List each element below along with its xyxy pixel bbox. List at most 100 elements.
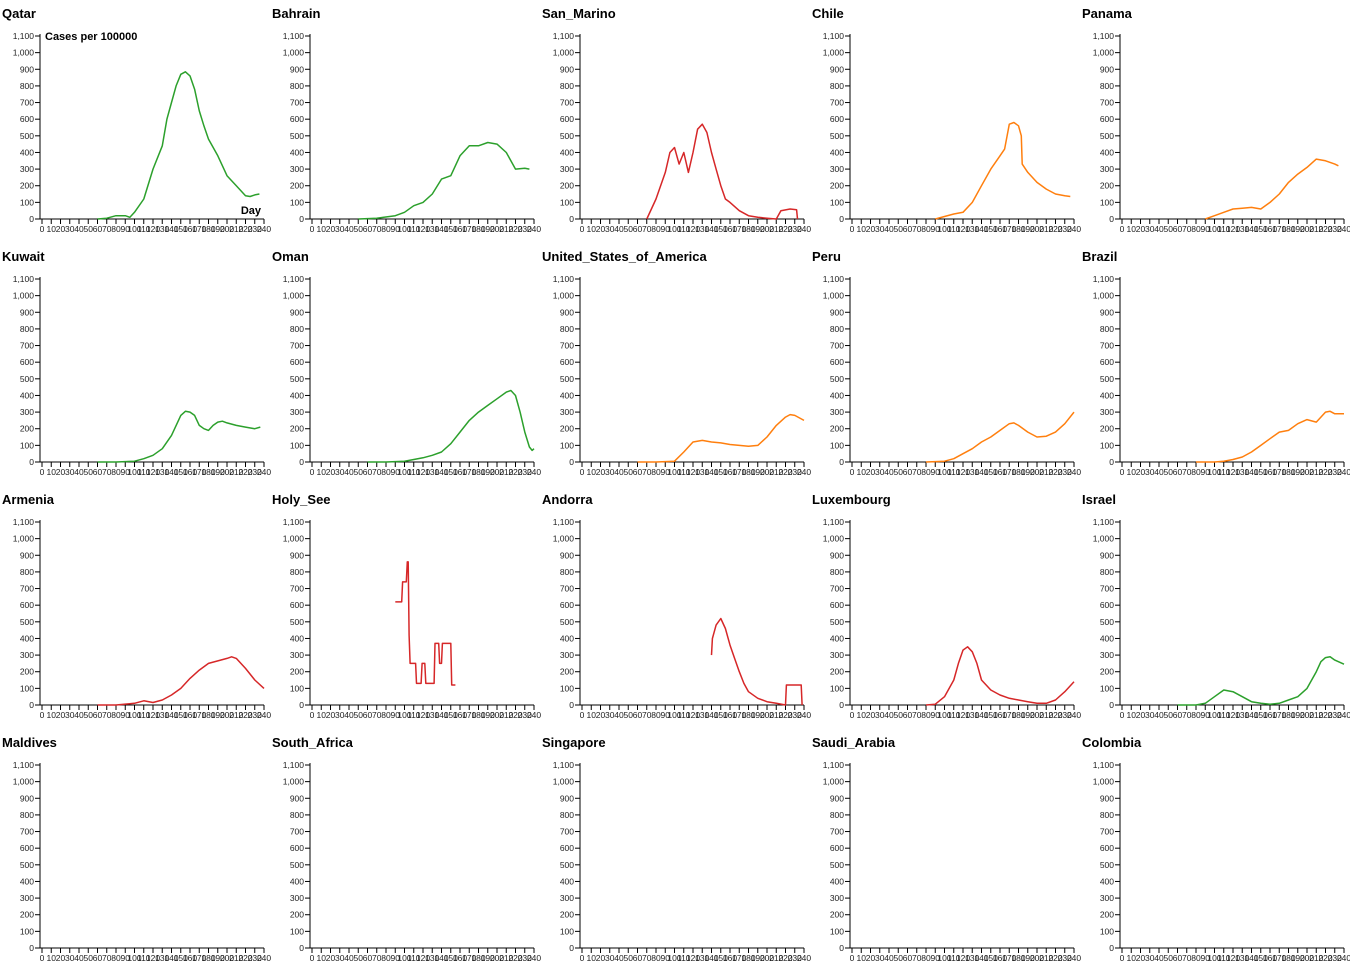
x-tick-label: 0 bbox=[580, 224, 585, 234]
y-tick-label: 1,000 bbox=[823, 534, 845, 544]
x-tick-label: 40 bbox=[1154, 224, 1164, 234]
x-tick-label: 140 bbox=[434, 467, 448, 477]
x-tick-label: 50 bbox=[84, 224, 94, 234]
x-tick-label: 60 bbox=[93, 710, 103, 720]
x-tick-label: 210 bbox=[229, 224, 243, 234]
x-tick-label: 230 bbox=[1058, 224, 1072, 234]
y-tick-label: 1,100 bbox=[553, 274, 575, 284]
x-tick-label: 130 bbox=[965, 224, 979, 234]
x-tick-label: 80 bbox=[651, 710, 661, 720]
x-tick-label: 0 bbox=[40, 224, 45, 234]
y-tick-label: 400 bbox=[560, 633, 574, 643]
x-tick-label: 80 bbox=[1191, 710, 1201, 720]
series-line bbox=[710, 617, 803, 706]
x-tick-label: 190 bbox=[481, 467, 495, 477]
x-tick-label: 30 bbox=[335, 467, 345, 477]
x-tick-label: 160 bbox=[723, 710, 737, 720]
x-tick-label: 120 bbox=[686, 710, 700, 720]
y-tick-label: 500 bbox=[830, 131, 844, 141]
x-tick-label: 40 bbox=[1154, 710, 1164, 720]
x-axis-title: Day bbox=[241, 205, 262, 217]
y-tick-label: 800 bbox=[560, 567, 574, 577]
x-tick-label: 40 bbox=[344, 467, 354, 477]
y-tick-label: 1,000 bbox=[1093, 534, 1115, 544]
x-tick-label: 150 bbox=[1254, 467, 1268, 477]
x-tick-label: 20 bbox=[866, 710, 876, 720]
y-tick-label: 0 bbox=[1109, 943, 1114, 953]
y-tick-label: 400 bbox=[20, 390, 34, 400]
x-tick-label: 180 bbox=[471, 224, 485, 234]
y-tick-label: 600 bbox=[290, 600, 304, 610]
x-tick-label: 10 bbox=[857, 710, 867, 720]
y-tick-label: 400 bbox=[1100, 876, 1114, 886]
y-tick-label: 800 bbox=[830, 324, 844, 334]
y-tick-label: 700 bbox=[560, 341, 574, 351]
x-tick-label: 240 bbox=[797, 224, 811, 234]
x-tick-label: 0 bbox=[310, 710, 315, 720]
x-tick-label: 10 bbox=[47, 224, 57, 234]
y-tick-label: 700 bbox=[1100, 98, 1114, 108]
x-tick-label: 30 bbox=[65, 710, 75, 720]
y-tick-label: 400 bbox=[290, 633, 304, 643]
y-tick-label: 0 bbox=[29, 943, 34, 953]
x-tick-label: 240 bbox=[257, 224, 271, 234]
panel-title: Chile bbox=[812, 6, 844, 21]
x-tick-label: 120 bbox=[956, 224, 970, 234]
y-tick-label: 800 bbox=[20, 324, 34, 334]
y-tick-label: 300 bbox=[830, 893, 844, 903]
x-tick-label: 70 bbox=[912, 710, 922, 720]
panel-title: Brazil bbox=[1082, 249, 1118, 264]
y-tick-label: 200 bbox=[1100, 424, 1114, 434]
x-tick-label: 210 bbox=[1039, 224, 1053, 234]
x-tick-label: 110 bbox=[947, 467, 961, 477]
x-tick-label: 90 bbox=[391, 224, 401, 234]
x-tick-label: 140 bbox=[434, 224, 448, 234]
y-tick-label: 0 bbox=[29, 700, 34, 710]
chart-panel-maldives: Maldives 0 100 200 300 400 500 600 700 800 900 1,00… bbox=[0, 729, 272, 972]
y-tick-label: 600 bbox=[20, 843, 34, 853]
x-tick-label: 90 bbox=[661, 710, 671, 720]
y-tick-label: 700 bbox=[560, 584, 574, 594]
y-tick-label: 1,100 bbox=[283, 31, 305, 41]
x-tick-label: 80 bbox=[1191, 467, 1201, 477]
y-tick-label: 900 bbox=[830, 307, 844, 317]
series-line bbox=[367, 389, 535, 463]
y-tick-label: 200 bbox=[830, 181, 844, 191]
x-tick-label: 10 bbox=[587, 467, 597, 477]
x-tick-label: 150 bbox=[174, 710, 188, 720]
x-tick-label: 0 bbox=[310, 467, 315, 477]
y-tick-label: 0 bbox=[299, 214, 304, 224]
y-tick-label: 400 bbox=[830, 147, 844, 157]
x-tick-label: 110 bbox=[947, 710, 961, 720]
x-tick-label: 150 bbox=[174, 467, 188, 477]
y-tick-label: 100 bbox=[560, 440, 574, 450]
x-tick-label: 20 bbox=[1136, 224, 1146, 234]
y-tick-label: 600 bbox=[1100, 600, 1114, 610]
x-tick-label: 100 bbox=[667, 224, 681, 234]
x-tick-label: 170 bbox=[462, 224, 476, 234]
y-tick-label: 900 bbox=[1100, 550, 1114, 560]
x-tick-label: 130 bbox=[425, 467, 439, 477]
x-tick-label: 220 bbox=[508, 224, 522, 234]
y-tick-label: 500 bbox=[20, 374, 34, 384]
y-tick-label: 800 bbox=[1100, 567, 1114, 577]
y-tick-label: 700 bbox=[830, 827, 844, 837]
y-tick-label: 300 bbox=[20, 893, 34, 903]
y-tick-label: 1,100 bbox=[823, 517, 845, 527]
x-tick-label: 210 bbox=[229, 467, 243, 477]
x-tick-label: 170 bbox=[1002, 467, 1016, 477]
y-tick-label: 400 bbox=[560, 876, 574, 886]
x-tick-label: 160 bbox=[453, 224, 467, 234]
y-tick-label: 800 bbox=[560, 81, 574, 91]
y-tick-label: 900 bbox=[20, 550, 34, 560]
x-tick-label: 30 bbox=[605, 710, 615, 720]
x-tick-label: 20 bbox=[56, 710, 66, 720]
y-tick-label: 300 bbox=[290, 893, 304, 903]
x-tick-label: 170 bbox=[1272, 467, 1286, 477]
y-tick-label: 300 bbox=[20, 650, 34, 660]
x-tick-label: 180 bbox=[1281, 710, 1295, 720]
x-tick-label: 150 bbox=[714, 467, 728, 477]
